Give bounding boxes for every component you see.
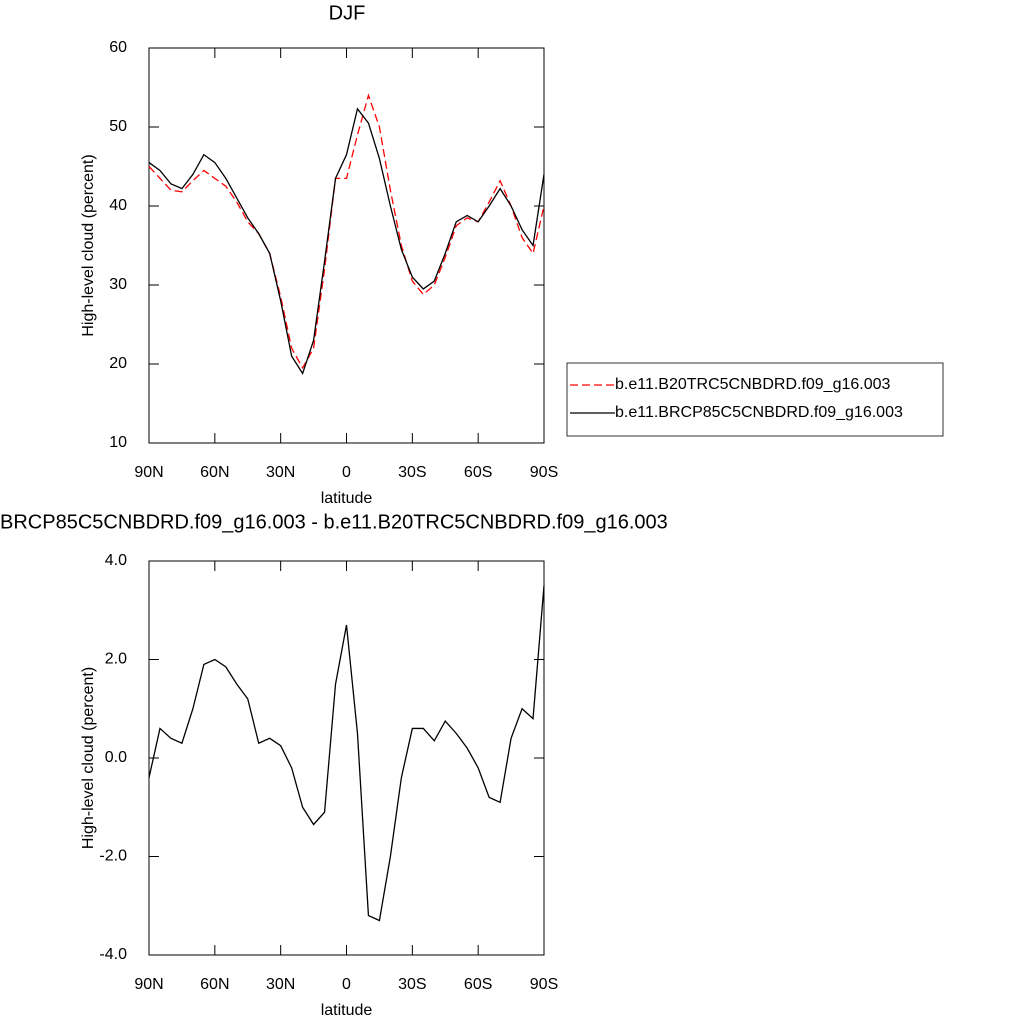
y-tick-label: 50 — [109, 118, 127, 135]
x-tick-label: 30S — [398, 976, 426, 993]
y-tick-label: 0.0 — [105, 749, 127, 766]
data-line — [148, 585, 545, 922]
x-tick-label: 90N — [134, 464, 163, 481]
y-axis-label: High-level cloud (percent) — [80, 154, 97, 336]
x-tick-label: 30N — [266, 464, 295, 481]
y-tick-label: -4.0 — [99, 946, 127, 963]
x-tick-label: 30N — [266, 976, 295, 993]
y-tick-label: 4.0 — [105, 552, 127, 569]
data-line — [148, 107, 545, 375]
legend-label: b.e11.B20TRC5CNBDRD.f09_g16.003 — [615, 376, 891, 393]
y-axis-label: High-level cloud (percent) — [80, 667, 97, 849]
x-axis-label: latitude — [321, 490, 373, 507]
y-tick-label: 20 — [109, 355, 127, 372]
chart-title: BRCP85C5CNBDRD.f09_g16.003 - b.e11.B20TR… — [0, 511, 668, 533]
y-tick-label: -2.0 — [99, 848, 127, 865]
x-tick-label: 90S — [530, 464, 558, 481]
y-tick-label: 10 — [109, 434, 127, 451]
x-tick-label: 0 — [342, 464, 351, 481]
x-tick-label: 60S — [464, 976, 492, 993]
legend-box — [566, 362, 944, 437]
x-tick-label: 60N — [200, 464, 229, 481]
x-tick-label: 60N — [200, 976, 229, 993]
legend-label: b.e11.BRCP85C5CNBDRD.f09_g16.003 — [615, 404, 903, 421]
y-tick-label: 40 — [109, 197, 127, 214]
x-tick-label: 0 — [342, 976, 351, 993]
plot-frame — [148, 560, 545, 956]
chart-title: DJF — [329, 2, 366, 24]
x-tick-label: 60S — [464, 464, 492, 481]
x-axis-label: latitude — [321, 1002, 373, 1019]
x-tick-label: 90N — [134, 976, 163, 993]
y-tick-label: 30 — [109, 276, 127, 293]
x-tick-label: 90S — [530, 976, 558, 993]
y-tick-label: 2.0 — [105, 651, 127, 668]
plot-frame — [148, 47, 545, 444]
y-tick-label: 60 — [109, 39, 127, 56]
x-tick-label: 30S — [398, 464, 426, 481]
data-line — [148, 93, 545, 370]
